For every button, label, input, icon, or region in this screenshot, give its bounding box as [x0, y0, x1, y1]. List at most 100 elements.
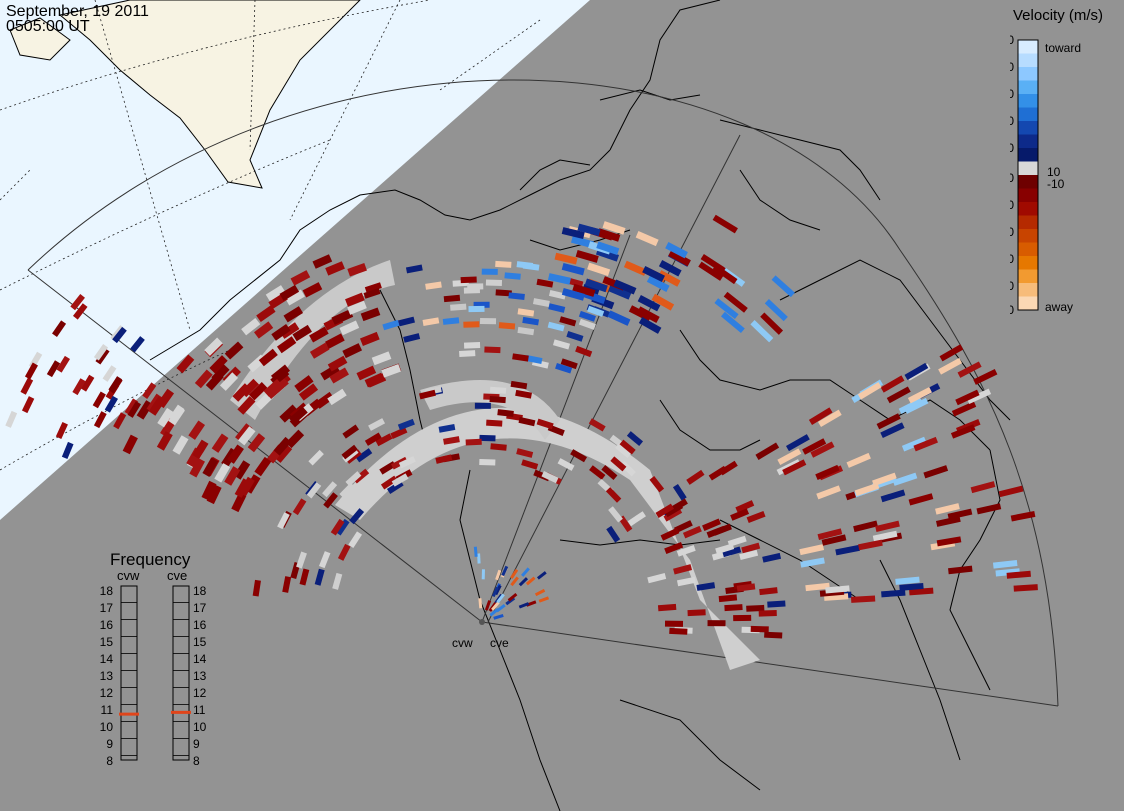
echo-cell [398, 316, 415, 327]
echo-cell [935, 503, 960, 515]
echo-cell [201, 480, 217, 501]
echo-cell [613, 279, 637, 295]
echo-cell [785, 434, 810, 452]
echo-cell [323, 492, 338, 509]
echo-cell [219, 372, 239, 391]
colorbar-segment [1018, 94, 1038, 108]
echo-cell [992, 560, 1018, 569]
echo-cell [1006, 570, 1031, 579]
echo-cell [232, 383, 251, 402]
echo-cell [371, 351, 392, 366]
echo-cell [759, 587, 778, 596]
echo-cell [966, 388, 992, 404]
echo-cell [938, 357, 963, 375]
echo-cell [342, 424, 359, 439]
freq-level-label: 10 [193, 720, 207, 734]
echo-cell [258, 348, 278, 367]
echo-cell [24, 362, 38, 380]
echo-cell [479, 458, 496, 466]
freq-level-label: 17 [193, 601, 207, 615]
echo-cell [93, 344, 109, 361]
freq-level-label: 16 [100, 618, 114, 632]
echo-cell [491, 601, 500, 611]
frequency-panel-title: Frequency [110, 550, 191, 569]
echo-cell [382, 319, 400, 331]
echo-cell [706, 525, 726, 538]
echo-cell [224, 466, 241, 486]
echo-cell [561, 227, 585, 239]
echo-cell [939, 344, 964, 362]
echo-cell [92, 391, 106, 409]
colorbar-tick-label: -500 [1010, 303, 1014, 317]
echo-cell [578, 318, 596, 330]
colorbar-segment [1018, 121, 1038, 135]
echo-cell [345, 292, 365, 307]
echo-cell [587, 305, 605, 317]
echo-cell [901, 436, 927, 452]
echo-cell [276, 336, 297, 354]
echo-cell [589, 465, 606, 480]
echo-cell [380, 475, 398, 490]
echo-cell [532, 298, 550, 307]
echo-cell [508, 292, 525, 300]
echo-cell [309, 342, 330, 359]
echo-cell [566, 331, 584, 342]
echo-cell [687, 609, 706, 617]
echo-cell [248, 382, 268, 401]
colorbar-segment [1018, 256, 1038, 270]
echo-cell [767, 600, 786, 608]
echo-cell [525, 576, 536, 586]
echo-cell [572, 283, 596, 297]
echo-cell [356, 365, 377, 381]
echo-cell [211, 433, 229, 453]
echo-cell [815, 464, 840, 480]
echo-cell [298, 383, 319, 401]
echo-cell [510, 568, 519, 579]
echo-cell [279, 284, 300, 301]
echo-cell [615, 443, 632, 459]
echo-cell [913, 436, 938, 452]
echo-cell [665, 241, 688, 259]
echo-cell [510, 380, 528, 390]
echo-cell [623, 260, 647, 276]
echo-cell [846, 452, 871, 468]
echo-cell [80, 374, 95, 392]
echo-cell [555, 362, 573, 374]
echo-cell [560, 358, 578, 370]
echo-cell [575, 345, 593, 358]
echo-cell [570, 449, 588, 463]
echo-cell [601, 465, 618, 480]
freq-right-label: cve [167, 568, 187, 583]
echo-cell [904, 362, 929, 381]
echo-cell [571, 235, 595, 249]
echo-cell [521, 567, 530, 577]
echo-cell [463, 321, 480, 328]
echo-cell [327, 355, 348, 372]
echo-cell [460, 276, 477, 284]
away-label: away [1045, 300, 1073, 314]
echo-cell [495, 260, 512, 268]
echo-cell [489, 386, 507, 394]
echo-cell [714, 298, 739, 320]
echo-cell [329, 367, 349, 384]
echo-cell [443, 436, 460, 445]
echo-cell [908, 493, 934, 506]
echo-cell [736, 583, 756, 592]
colorbar-tick-label: 500 [1010, 33, 1014, 47]
echo-cell [104, 395, 119, 413]
echo-cell [702, 518, 721, 532]
echo-cell [548, 290, 566, 300]
echo-cell [892, 472, 918, 486]
echo-cell [608, 284, 632, 300]
echo-cell [46, 360, 61, 378]
echo-cell [484, 346, 501, 354]
echo-cell [391, 473, 409, 487]
colorbar-tick-label: 200 [1010, 114, 1014, 128]
echo-cell [56, 355, 71, 373]
echo-cell [425, 281, 442, 290]
echo-cell [355, 448, 373, 463]
echo-cell [810, 441, 835, 458]
echo-cell [764, 631, 783, 639]
echo-cell [70, 293, 85, 311]
echo-cell [375, 433, 393, 447]
